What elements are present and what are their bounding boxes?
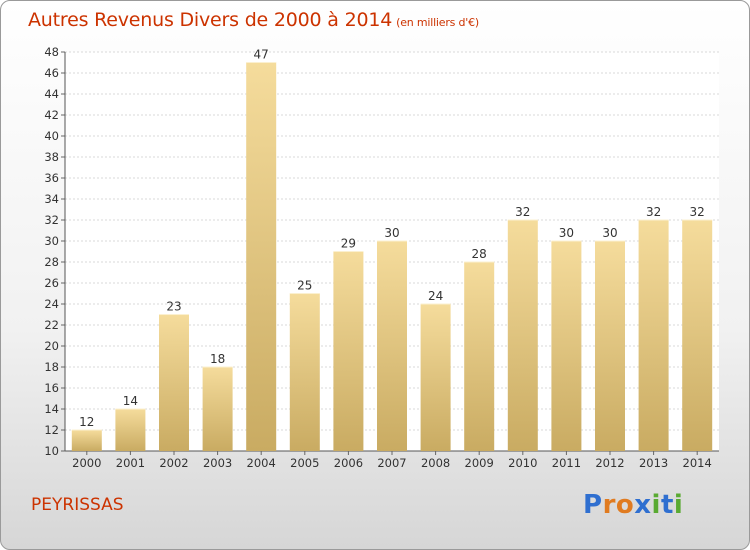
logo-letter: t <box>660 490 674 520</box>
bar-value-label: 24 <box>428 289 443 303</box>
chart-title: Autres Revenus Divers de 2000 à 2014 (en … <box>28 9 479 31</box>
chart-subtitle: (en milliers d'€) <box>396 16 480 29</box>
bar-value-label: 28 <box>472 247 487 261</box>
y-tick-label: 34 <box>44 192 59 206</box>
x-tick-label: 2002 <box>159 456 188 470</box>
y-tick-label: 46 <box>44 66 59 80</box>
x-tick-label: 2004 <box>247 456 276 470</box>
x-tick-label: 2013 <box>639 456 668 470</box>
x-tick-label: 2012 <box>595 456 624 470</box>
bar-value-label: 14 <box>123 394 138 408</box>
bar-value-label: 32 <box>515 205 530 219</box>
logo-letter: x <box>634 490 652 520</box>
commune-name: PEYRISSAS <box>31 495 124 515</box>
bar <box>507 220 538 451</box>
bar-value-label: 18 <box>210 352 225 366</box>
bar <box>420 304 451 451</box>
bar <box>464 262 495 451</box>
y-tick-label: 26 <box>44 276 59 290</box>
y-tick-label: 38 <box>44 150 59 164</box>
bar <box>202 367 233 451</box>
chart-title-text: Autres Revenus Divers de 2000 à 2014 <box>28 9 393 31</box>
bar-value-label: 12 <box>79 415 94 429</box>
bar <box>638 220 669 451</box>
bar <box>289 293 320 451</box>
x-tick-label: 2003 <box>203 456 232 470</box>
y-tick-label: 22 <box>44 318 59 332</box>
bar-value-label: 29 <box>341 237 356 251</box>
y-tick-label: 16 <box>44 381 59 395</box>
y-tick-label: 18 <box>44 360 59 374</box>
y-tick-label: 14 <box>44 402 59 416</box>
logo-letter: i <box>651 490 661 520</box>
y-tick-label: 42 <box>44 108 59 122</box>
bar <box>246 62 277 451</box>
bar-value-label: 47 <box>254 48 269 62</box>
y-tick-label: 32 <box>44 213 59 227</box>
logo-letter: i <box>673 490 684 520</box>
bar-value-label: 25 <box>297 279 312 293</box>
x-tick-label: 2014 <box>683 456 712 470</box>
logo-letter: r <box>602 490 616 520</box>
bar-value-label: 30 <box>559 226 574 240</box>
y-tick-label: 36 <box>44 171 59 185</box>
bar <box>682 220 713 451</box>
logo-letter: P <box>583 490 603 520</box>
bar-value-label: 23 <box>166 300 181 314</box>
bar <box>71 430 102 451</box>
y-tick-label: 28 <box>44 255 59 269</box>
y-tick-label: 30 <box>44 234 59 248</box>
x-tick-label: 2009 <box>465 456 494 470</box>
bar <box>377 241 407 451</box>
y-tick-label: 40 <box>44 129 59 143</box>
proxiti-logo: Proxiti <box>583 490 683 520</box>
bar <box>551 241 582 451</box>
x-tick-label: 2000 <box>72 456 101 470</box>
bar <box>115 409 146 451</box>
x-tick-label: 2005 <box>290 456 319 470</box>
y-tick-label: 24 <box>44 297 59 311</box>
y-tick-label: 44 <box>44 87 59 101</box>
x-tick-label: 2006 <box>334 456 363 470</box>
x-tick-label: 2001 <box>116 456 145 470</box>
logo-letter: o <box>615 490 635 520</box>
x-tick-label: 2011 <box>552 456 581 470</box>
x-tick-label: 2007 <box>377 456 406 470</box>
y-tick-label: 12 <box>44 423 59 437</box>
y-tick-label: 48 <box>44 45 59 59</box>
y-tick-label: 20 <box>44 339 59 353</box>
bar <box>595 241 625 451</box>
x-tick-label: 2008 <box>421 456 450 470</box>
bar-value-label: 30 <box>384 226 399 240</box>
bar-value-label: 30 <box>602 226 617 240</box>
bar-value-label: 32 <box>690 205 705 219</box>
bar <box>159 314 189 451</box>
bar-value-label: 32 <box>646 205 661 219</box>
x-tick-label: 2010 <box>508 456 537 470</box>
y-tick-label: 10 <box>44 444 59 458</box>
bar <box>333 251 364 451</box>
